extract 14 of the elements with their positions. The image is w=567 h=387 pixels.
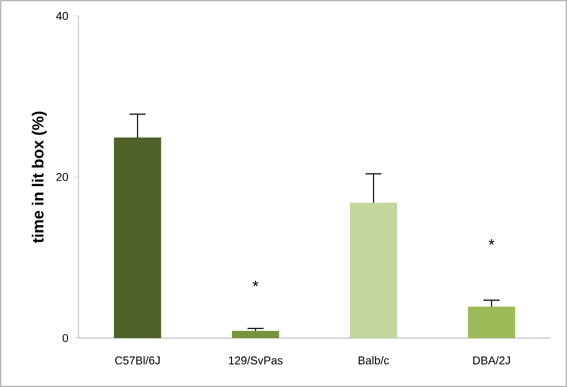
annotation: * [252, 280, 258, 286]
x-tick-label: 129/SvPas [228, 356, 283, 364]
y-axis-title: time in lit box (%) [32, 112, 47, 244]
bar [114, 138, 162, 338]
x-tick-label: Balb/c [358, 356, 389, 364]
annotation: * [488, 239, 494, 245]
bar [350, 202, 398, 338]
y-tick-label: 20 [56, 173, 68, 182]
bar [232, 330, 280, 338]
y-tick-label: 0 [62, 334, 68, 342]
y-tick-label: 40 [56, 12, 68, 20]
x-tick-label: C57Bl/6J [115, 356, 160, 364]
x-tick-label: DBA/2J [473, 356, 510, 364]
bar [468, 306, 516, 338]
